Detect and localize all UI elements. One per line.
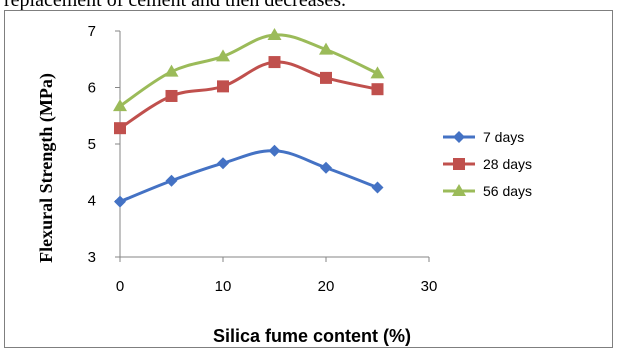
data-point xyxy=(114,122,126,135)
axes: 3 4 5 6 7 0 10 20 30 xyxy=(88,23,438,295)
y-tick-label: 3 xyxy=(88,249,96,266)
data-point xyxy=(165,89,178,102)
data-point xyxy=(320,161,332,174)
legend-label: 7 days xyxy=(483,129,524,145)
series-56-days xyxy=(113,27,385,112)
legend-marker xyxy=(453,158,465,170)
data-point xyxy=(113,99,127,112)
data-point xyxy=(371,83,384,96)
caption-fragment: replacement of cement and then decreases… xyxy=(4,0,347,11)
x-tick-label: 30 xyxy=(421,278,438,295)
data-point xyxy=(268,144,281,157)
data-point xyxy=(320,71,332,84)
legend-item: 7 days xyxy=(443,129,524,145)
legend-label: 28 days xyxy=(483,156,532,172)
data-point xyxy=(164,64,179,77)
legend-marker xyxy=(453,131,465,143)
series-line xyxy=(119,149,379,204)
data-point xyxy=(217,157,229,170)
x-tick-label: 10 xyxy=(215,278,232,295)
data-point xyxy=(267,27,282,40)
y-tick-label: 4 xyxy=(88,193,96,210)
y-tick-label: 7 xyxy=(88,23,96,40)
x-tick-label: 20 xyxy=(318,278,335,295)
series-group xyxy=(113,27,385,208)
legend-label: 56 days xyxy=(483,183,532,199)
data-point xyxy=(371,181,384,194)
data-point xyxy=(114,195,126,208)
y-tick-label: 6 xyxy=(88,80,96,97)
series-28-days xyxy=(114,56,384,135)
data-point xyxy=(217,80,229,93)
chart-frame xyxy=(4,10,613,348)
x-axis-label: Silica fume content (%) xyxy=(213,326,411,346)
legend-marker xyxy=(452,184,466,196)
y-tick-label: 5 xyxy=(88,136,96,153)
y-axis-label: Flexural Strength (MPa) xyxy=(36,73,57,263)
series-line xyxy=(119,60,378,130)
series-line xyxy=(119,33,379,108)
data-point xyxy=(370,66,385,79)
data-point xyxy=(165,174,178,187)
data-point xyxy=(319,42,333,55)
legend-item: 28 days xyxy=(443,156,532,172)
series-7-days xyxy=(114,144,384,208)
legend: 7 days 28 days 56 days xyxy=(443,129,532,199)
data-point xyxy=(216,49,230,62)
x-tick-label: 0 xyxy=(116,278,124,295)
data-point xyxy=(268,56,281,69)
legend-item: 56 days xyxy=(443,183,532,199)
